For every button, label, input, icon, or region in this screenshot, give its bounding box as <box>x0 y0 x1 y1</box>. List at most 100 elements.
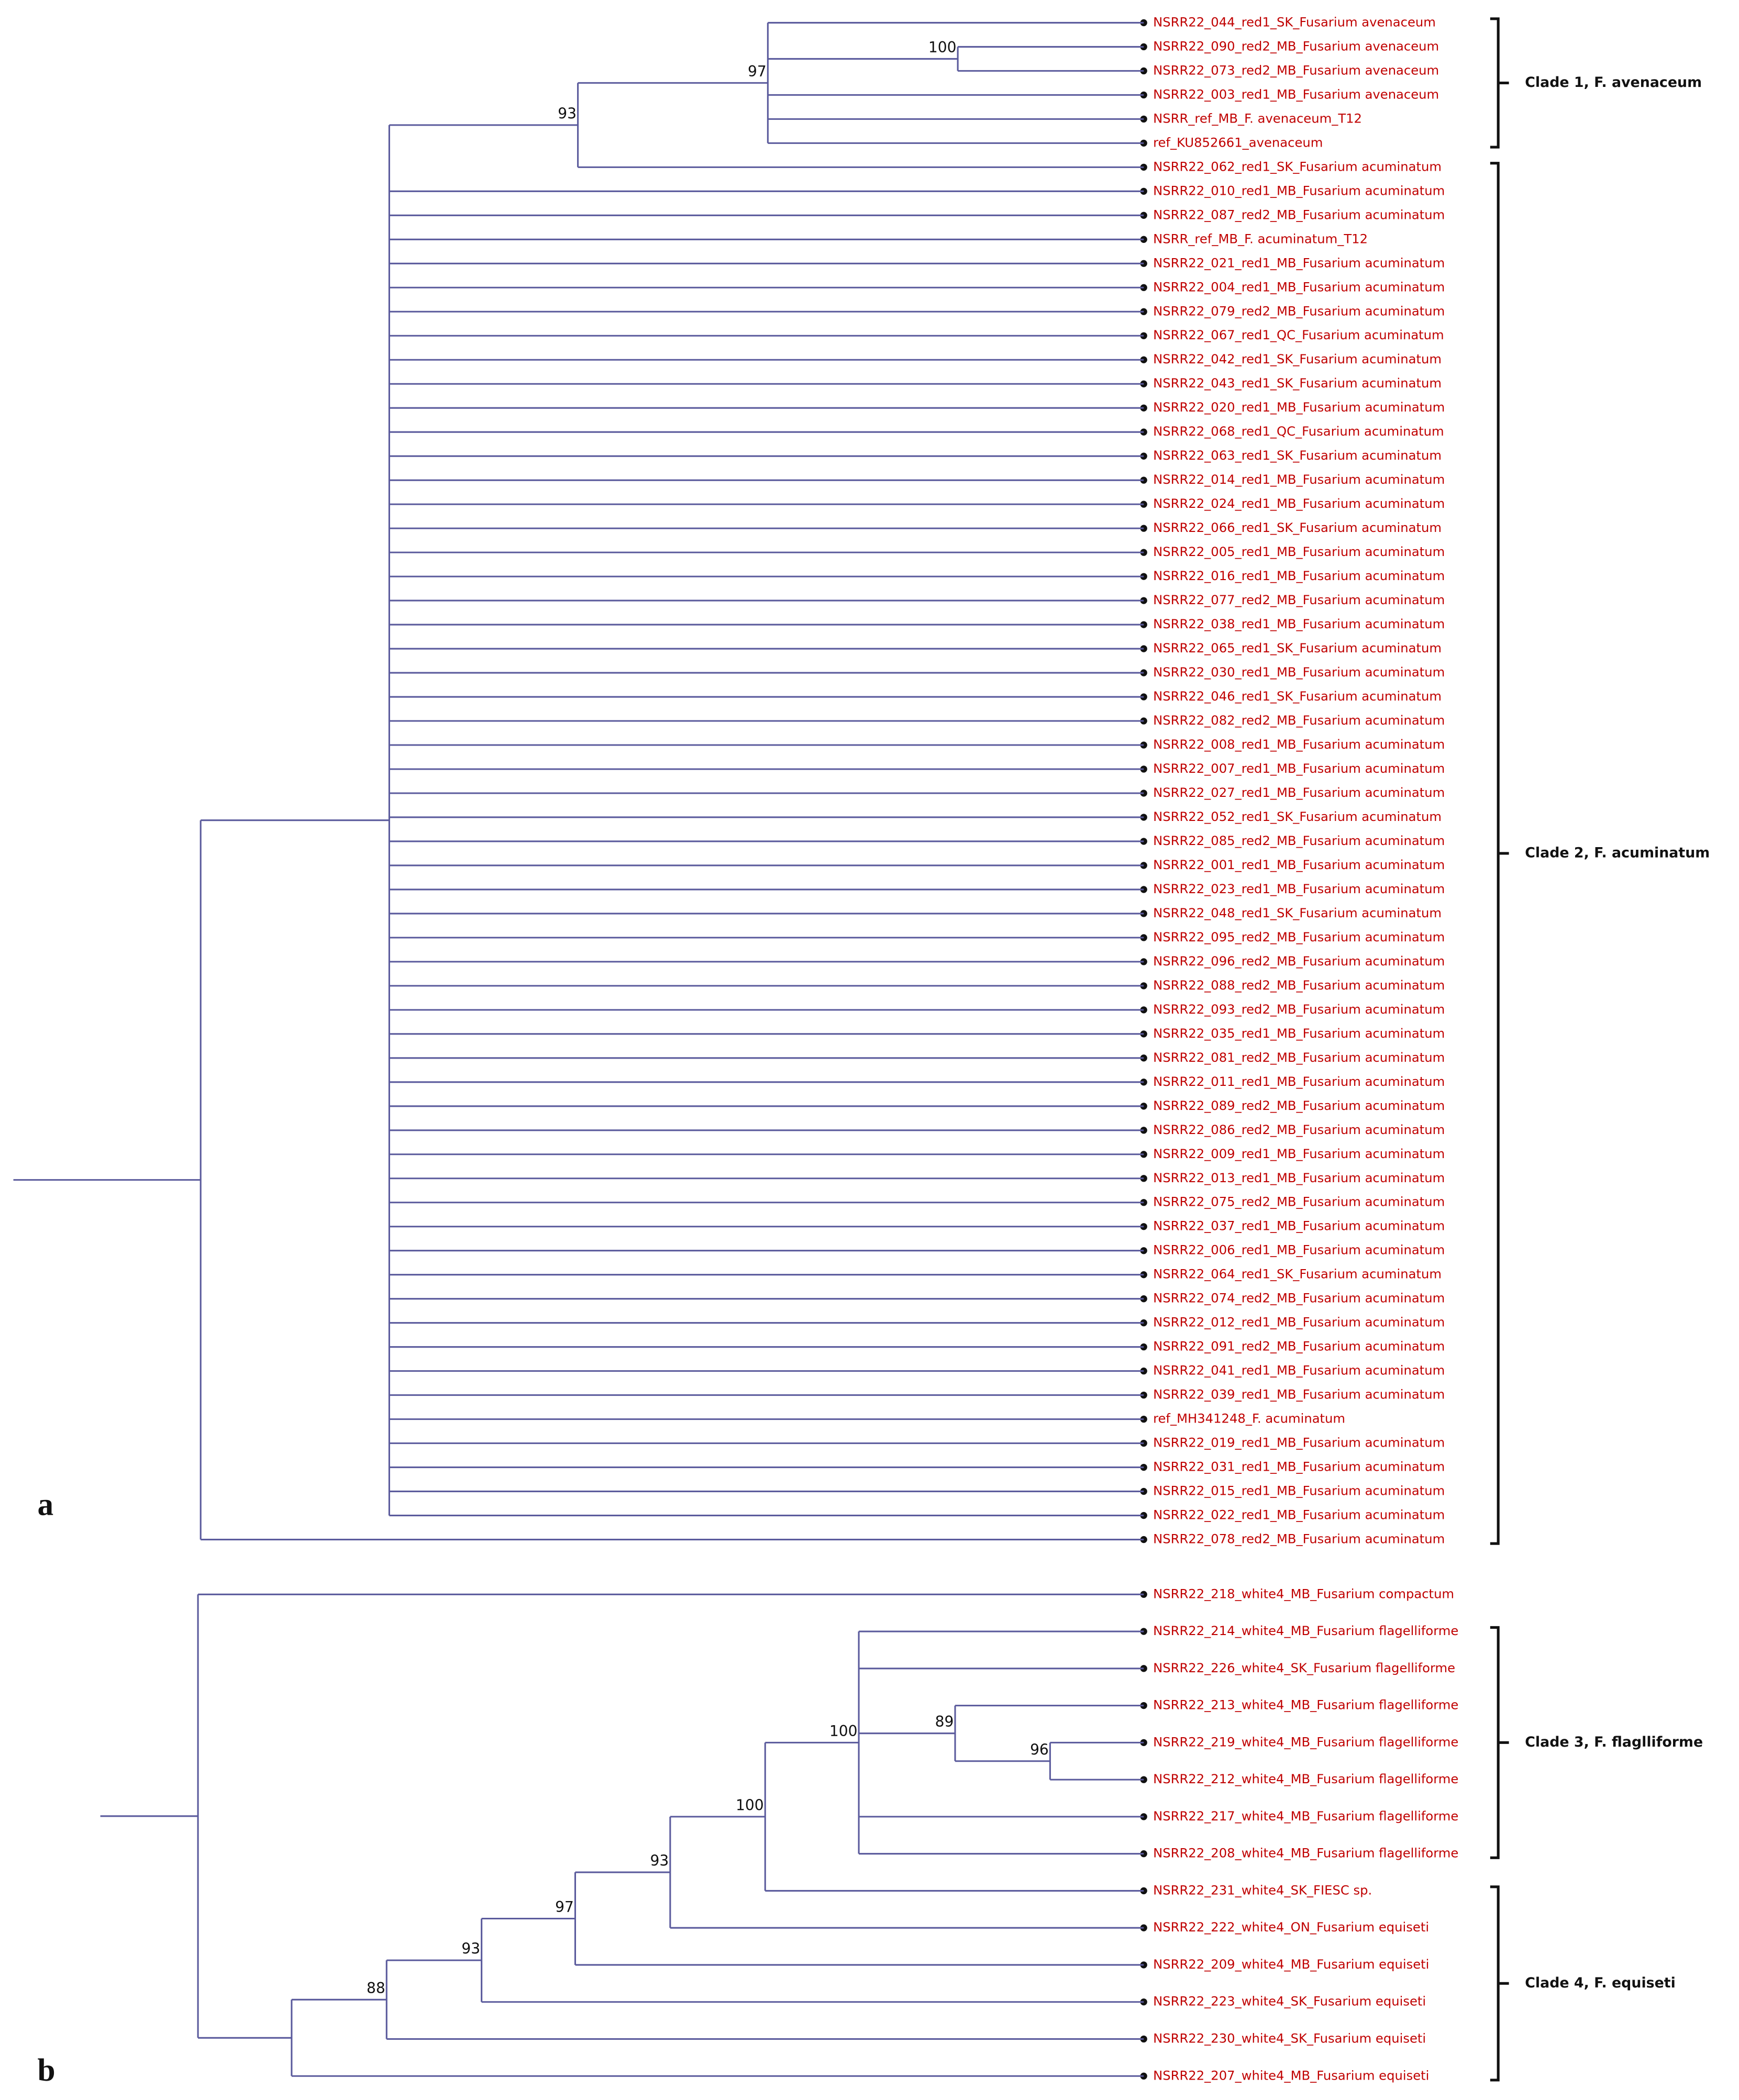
leaf-label: NSRR22_081_red2_MB_Fusarium acuminatum <box>1153 1050 1445 1065</box>
leaf-label: NSRR22_042_red1_SK_Fusarium acuminatum <box>1153 351 1442 366</box>
leaf-node <box>1140 1739 1147 1747</box>
leaf-label: NSRR22_008_red1_MB_Fusarium acuminatum <box>1153 737 1445 752</box>
leaf-node <box>1140 862 1147 869</box>
leaf-node <box>1140 91 1147 99</box>
leaf-node <box>1140 958 1147 965</box>
leaf-label: NSRR22_043_red1_SK_Fusarium acuminatum <box>1153 375 1442 391</box>
leaf-node <box>1140 1391 1147 1399</box>
leaf-label: NSRR22_230_white4_SK_Fusarium equiseti <box>1153 2031 1426 2046</box>
leaf-label: NSRR22_014_red1_MB_Fusarium acuminatum <box>1153 472 1445 487</box>
leaf-label: NSRR22_004_red1_MB_Fusarium acuminatum <box>1153 279 1445 294</box>
leaf-node <box>1140 1199 1147 1206</box>
leaf-label: NSRR22_085_red2_MB_Fusarium acuminatum <box>1153 833 1445 848</box>
leaf-label: NSRR_ref_MB_F. avenaceum_T12 <box>1153 110 1362 126</box>
leaf-node <box>1140 1998 1147 2006</box>
leaf-node <box>1140 380 1147 387</box>
leaf-node <box>1140 332 1147 339</box>
leaf-node <box>1140 1813 1147 1820</box>
leaf-label: NSRR22_222_white4_ON_Fusarium equiseti <box>1153 1919 1429 1935</box>
panel-label: a <box>38 1486 54 1522</box>
leaf-node <box>1140 452 1147 460</box>
leaf-label: NSRR22_082_red2_MB_Fusarium acuminatum <box>1153 713 1445 728</box>
leaf-node <box>1140 1151 1147 1158</box>
leaf-label: NSRR22_207_white4_MB_Fusarium equiseti <box>1153 2068 1429 2083</box>
clade-label: Clade 3, F. flaglliforme <box>1525 1734 1703 1750</box>
leaf-node <box>1140 187 1147 195</box>
leaf-label: NSRR22_096_red2_MB_Fusarium acuminatum <box>1153 953 1445 969</box>
bootstrap-value: 89 <box>935 1713 954 1730</box>
leaf-node <box>1140 501 1147 508</box>
leaf-label: NSRR22_223_white4_SK_Fusarium equiseti <box>1153 1994 1426 2009</box>
leaf-label: NSRR22_012_red1_MB_Fusarium acuminatum <box>1153 1315 1445 1330</box>
leaf-node <box>1140 284 1147 291</box>
leaf-node <box>1140 1295 1147 1303</box>
leaf-label: NSRR22_067_red1_QC_Fusarium acuminatum <box>1153 327 1444 342</box>
leaf-node <box>1140 814 1147 821</box>
leaf-node <box>1140 1536 1147 1543</box>
clade-label: Clade 2, F. acuminatum <box>1525 845 1710 861</box>
leaf-label: NSRR22_020_red1_MB_Fusarium acuminatum <box>1153 399 1445 415</box>
leaf-node <box>1140 1271 1147 1279</box>
leaf-label: NSRR22_212_white4_MB_Fusarium flagellifo… <box>1153 1771 1458 1786</box>
leaf-node <box>1140 1591 1147 1598</box>
leaf-label: NSRR22_077_red2_MB_Fusarium acuminatum <box>1153 592 1445 607</box>
leaf-node <box>1140 838 1147 845</box>
leaf-node <box>1140 428 1147 436</box>
bootstrap-value: 93 <box>650 1852 669 1870</box>
leaf-label: NSRR22_065_red1_SK_Fusarium acuminatum <box>1153 640 1442 655</box>
bootstrap-value: 88 <box>367 1980 385 1997</box>
leaf-label: NSRR22_090_red2_MB_Fusarium avenaceum <box>1153 38 1439 53</box>
leaf-node <box>1140 1924 1147 1931</box>
leaf-label: NSRR22_073_red2_MB_Fusarium avenaceum <box>1153 62 1439 77</box>
bootstrap-value: 96 <box>1030 1741 1049 1758</box>
bootstrap-value: 97 <box>555 1898 574 1916</box>
leaf-label: NSRR22_086_red2_MB_Fusarium acuminatum <box>1153 1122 1445 1137</box>
leaf-node <box>1140 1319 1147 1327</box>
leaf-node <box>1140 1628 1147 1635</box>
leaf-label: NSRR22_001_red1_MB_Fusarium acuminatum <box>1153 857 1445 872</box>
leaf-label: NSRR22_039_red1_MB_Fusarium acuminatum <box>1153 1387 1445 1402</box>
leaf-label: NSRR22_041_red1_MB_Fusarium acuminatum <box>1153 1363 1445 1378</box>
leaf-node <box>1140 1368 1147 1375</box>
clade-label: Clade 1, F. avenaceum <box>1525 74 1702 91</box>
leaf-label: NSRR22_038_red1_MB_Fusarium acuminatum <box>1153 616 1445 631</box>
leaf-node <box>1140 669 1147 676</box>
leaf-node <box>1140 765 1147 773</box>
leaf-label: NSRR22_209_white4_MB_Fusarium equiseti <box>1153 1957 1429 1972</box>
leaf-node <box>1140 1702 1147 1709</box>
leaf-node <box>1140 2035 1147 2043</box>
leaf-label: NSRR22_006_red1_MB_Fusarium acuminatum <box>1153 1242 1445 1258</box>
leaf-node <box>1140 549 1147 556</box>
leaf-label: NSRR22_027_red1_MB_Fusarium acuminatum <box>1153 785 1445 800</box>
leaf-label: NSRR22_214_white4_MB_Fusarium flagellifo… <box>1153 1623 1458 1638</box>
leaf-label: NSRR22_093_red2_MB_Fusarium acuminatum <box>1153 1002 1445 1017</box>
leaf-node <box>1140 982 1147 990</box>
leaf-node <box>1140 645 1147 652</box>
leaf-label: NSRR22_218_white4_MB_Fusarium compactum <box>1153 1586 1454 1601</box>
leaf-label: NSRR22_074_red2_MB_Fusarium acuminatum <box>1153 1291 1445 1306</box>
leaf-label: NSRR22_031_red1_MB_Fusarium acuminatum <box>1153 1459 1445 1474</box>
leaf-node <box>1140 741 1147 749</box>
leaf-label: NSRR22_079_red2_MB_Fusarium acuminatum <box>1153 303 1445 318</box>
leaf-node <box>1140 43 1147 51</box>
leaf-label: NSRR22_075_red2_MB_Fusarium acuminatum <box>1153 1194 1445 1209</box>
leaf-label: NSRR22_091_red2_MB_Fusarium acuminatum <box>1153 1339 1445 1354</box>
leaf-node <box>1140 525 1147 532</box>
leaf-label: NSRR22_003_red1_MB_Fusarium avenaceum <box>1153 86 1439 102</box>
leaf-node <box>1140 1247 1147 1254</box>
leaf-label: NSRR22_023_red1_MB_Fusarium acuminatum <box>1153 881 1445 896</box>
leaf-label: NSRR22_037_red1_MB_Fusarium acuminatum <box>1153 1218 1445 1234</box>
leaf-node <box>1140 1343 1147 1351</box>
leaf-label: NSRR22_095_red2_MB_Fusarium acuminatum <box>1153 929 1445 945</box>
clade-label: Clade 4, F. equiseti <box>1525 1975 1676 1991</box>
leaf-node <box>1140 1776 1147 1783</box>
leaf-node <box>1140 1850 1147 1858</box>
bootstrap-value: 100 <box>736 1796 764 1814</box>
leaf-node <box>1140 1006 1147 1014</box>
leaf-label: NSRR22_213_white4_MB_Fusarium flagellifo… <box>1153 1697 1458 1713</box>
leaf-node <box>1140 260 1147 267</box>
leaf-label: NSRR22_024_red1_MB_Fusarium acuminatum <box>1153 496 1445 511</box>
leaf-node <box>1140 67 1147 75</box>
